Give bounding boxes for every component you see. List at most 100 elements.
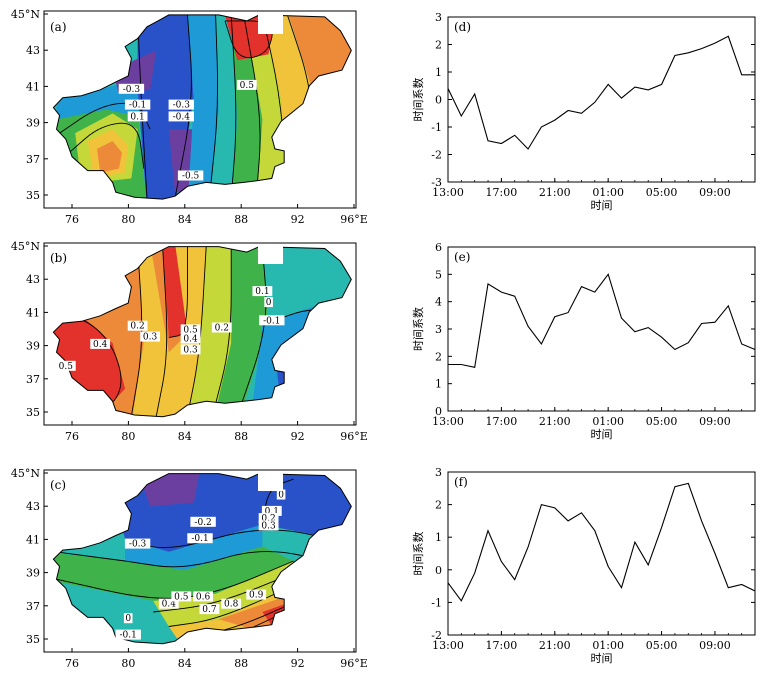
contour-labels: -0.3-0.10.1-0.3-0.40.5-0.5 — [118, 79, 257, 182]
x-tick-label: 13:00 — [432, 186, 464, 199]
y-axis-label: 时间系数 — [412, 307, 425, 351]
series-line — [447, 35, 755, 150]
y-tick-label: 1 — [435, 66, 442, 79]
contour-label: 0.5 — [59, 362, 74, 372]
x-tick-label: 09:00 — [699, 639, 731, 652]
map-panel-c: -0.3 -0.2 -0.1 0 0.10.20.3 0 -0.1 0.40.5 0.6 0.7 0… — [11, 467, 368, 670]
contour-label: -0.3 — [129, 540, 147, 550]
x-tick-label: 21:00 — [539, 186, 571, 199]
contour-label: 0.4 — [93, 340, 108, 350]
x-tick-label: 13:00 — [432, 415, 464, 428]
blank-box — [258, 14, 283, 34]
y-tick-label: 2 — [435, 39, 442, 52]
y-tick-label: 3 — [435, 323, 442, 336]
contour-label-bg — [180, 324, 201, 335]
contour-label: 0.1 — [255, 287, 269, 297]
panel-label: (d) — [454, 20, 471, 34]
x-tick-label: 96°E — [340, 657, 368, 670]
x-tick-label: 17:00 — [486, 415, 518, 428]
contour-label-bg — [124, 538, 151, 549]
plot-frame — [447, 246, 756, 412]
color-band — [125, 524, 263, 571]
x-tick-label: 05:00 — [646, 639, 678, 652]
contour-label-bg — [190, 516, 216, 527]
y-tick-label: 0 — [435, 405, 442, 418]
x-tick-label: 21:00 — [539, 639, 571, 652]
y-tick-label: -2 — [431, 149, 442, 162]
contour-label-bg — [171, 591, 192, 602]
color-band — [112, 50, 157, 94]
y-tick-label: -2 — [431, 629, 442, 642]
contour-labels: 0.50.40.20.30.50.40.30.20.10-0.1 — [55, 286, 285, 372]
contour-label: -0.3 — [173, 101, 191, 111]
contour-label-bg — [180, 344, 201, 355]
y-tick-label: 39 — [26, 117, 40, 130]
x-tick-label: 05:00 — [646, 186, 678, 199]
x-tick-label: 92 — [291, 213, 305, 226]
contour-label-bg — [118, 83, 145, 94]
contour-label-bg — [115, 629, 141, 640]
contour-label: 0.3 — [261, 521, 276, 531]
x-tick-label: 80 — [121, 657, 135, 670]
y-tick-label: 0 — [435, 94, 442, 107]
y-tick-label: 45°N — [11, 240, 40, 253]
contour-label-bg — [187, 533, 213, 544]
contour-label-bg — [168, 111, 194, 122]
contour-label: 0.4 — [162, 600, 177, 610]
x-tick-label: 88 — [234, 213, 248, 226]
x-tick-label: 76 — [65, 213, 79, 226]
contour-label: 0.5 — [174, 592, 189, 602]
contour-label: -0.5 — [182, 172, 200, 182]
contour-line — [187, 246, 207, 416]
x-tick-label: 84 — [178, 213, 192, 226]
contour-label: 0.9 — [249, 591, 264, 601]
contour-label-bg — [261, 505, 282, 516]
line-chart-d: -3 -2 -1 0 1 2 3 13:00 17:00 21:00 01:00 05:00 09:00… — [412, 11, 756, 212]
color-band — [153, 561, 300, 627]
x-tick-label: 80 — [121, 213, 135, 226]
contour-label-bg — [177, 170, 204, 181]
contour-label: 0.2 — [130, 322, 144, 332]
contour-label: 0.1 — [130, 112, 144, 122]
contour-label: -0.1 — [191, 534, 208, 544]
contour-label: 0.5 — [240, 81, 255, 91]
y-tick-label: -1 — [431, 121, 442, 134]
contour-label: -0.4 — [173, 112, 191, 122]
contour-label: 0.2 — [261, 514, 275, 524]
x-tick-label: 09:00 — [699, 186, 731, 199]
y-tick-label: 39 — [26, 340, 40, 353]
contour-label-bg — [221, 598, 242, 609]
color-band — [243, 14, 288, 200]
contour-label: 0.2 — [215, 324, 229, 334]
contour-label-bg — [90, 338, 111, 349]
x-tick-label: 76 — [65, 657, 79, 670]
contour-label-bg — [258, 513, 279, 524]
x-axis-label: 时间 — [591, 652, 613, 665]
contour-label-bg — [259, 315, 285, 326]
x-tick-label: 84 — [178, 657, 192, 670]
y-tick-label: 6 — [435, 241, 442, 254]
contour-label: 0.5 — [183, 325, 198, 335]
y-tick-label: 1 — [435, 531, 442, 544]
y-tick-label: 43 — [26, 44, 40, 57]
contour-line — [125, 551, 341, 568]
panel-label: (a) — [50, 20, 67, 34]
x-tick-label: 84 — [178, 430, 192, 443]
contour-label-bg — [264, 297, 273, 308]
contour-label: -0.1 — [129, 101, 146, 111]
line-chart-e: 0 1 2 3 4 5 6 13:00 17:00 21:00 01:00 05:00 09:00 (e)… — [412, 241, 756, 441]
contour-label: -0.1 — [120, 631, 137, 641]
contour-label-bg — [123, 613, 133, 624]
contour-label: 0.8 — [224, 600, 239, 610]
map-axes: 76 80 84 88 92 96°E 45°N 43 41 39 37 35 — [11, 8, 368, 226]
y-tick-label: 2 — [435, 499, 442, 512]
y-tick-label: 37 — [26, 600, 40, 613]
contour-label: -0.1 — [263, 316, 280, 326]
y-tick-label: 35 — [26, 406, 40, 419]
y-tick-label: 37 — [26, 373, 40, 386]
color-band — [209, 14, 238, 200]
contour-label-bg — [168, 99, 194, 110]
y-tick-label: 45°N — [11, 467, 40, 480]
contour-label-bg — [193, 591, 213, 602]
contour-line — [230, 14, 237, 199]
